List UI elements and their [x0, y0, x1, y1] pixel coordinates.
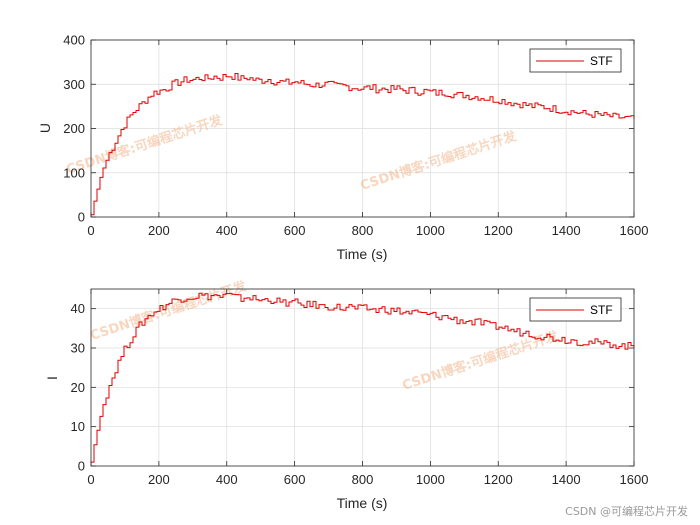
x-tick-label: 800 [352, 472, 374, 487]
x-tick-label: 400 [216, 472, 238, 487]
legend-label-stf: STF [590, 303, 613, 317]
y-tick-labels: 0 100 200 300 400 [63, 33, 85, 225]
x-axis-label: Time (s) [337, 495, 388, 511]
y-tick-label: 20 [71, 380, 85, 395]
x-tick-label: 0 [87, 223, 94, 238]
x-tick-label: 1600 [620, 223, 649, 238]
x-tick-label: 1600 [620, 472, 649, 487]
y-tick-label: 400 [63, 33, 85, 48]
x-tick-label: 1400 [552, 223, 581, 238]
y-tick-label: 100 [63, 165, 85, 180]
x-tick-label: 1200 [484, 472, 513, 487]
x-tick-labels: 0 200 400 600 800 1000 1200 1400 1600 [87, 472, 648, 487]
series-line-stf [91, 292, 635, 463]
x-axis-label: Time (s) [337, 246, 388, 262]
x-tick-label: 400 [216, 223, 238, 238]
y-tick-label: 10 [71, 419, 85, 434]
x-tick-label: 1000 [416, 223, 445, 238]
plot-u: CSDN博客:可编程芯片开发 CSDN博客:可编程芯片开发 0 200 400 600… [37, 33, 648, 263]
y-tick-label: 300 [63, 77, 85, 92]
x-tick-label: 1000 [416, 472, 445, 487]
legend: STF [529, 297, 622, 322]
y-tick-label: 0 [78, 210, 85, 225]
x-tick-label: 600 [284, 223, 306, 238]
y-tick-label: 200 [63, 121, 85, 136]
y-axis-label: I [44, 376, 60, 380]
y-axis-label: U [37, 123, 53, 133]
x-tick-label: 600 [284, 472, 306, 487]
x-tick-labels: 0 200 400 600 800 1000 1200 1400 1600 [87, 223, 648, 238]
x-tick-label: 1200 [484, 223, 513, 238]
plot-i: CSDN博客:可编程芯片开发 CSDN博客:可编程芯片开发 0 200 400 600… [44, 278, 648, 511]
tick-marks [90, 289, 635, 467]
y-tick-labels: 0 10 20 30 40 [71, 301, 85, 473]
y-tick-label: 30 [71, 341, 85, 356]
legend: STF [529, 48, 622, 73]
x-tick-label: 0 [87, 472, 94, 487]
series-line-stf [91, 73, 635, 216]
x-tick-label: 200 [148, 223, 170, 238]
y-tick-label: 40 [71, 301, 85, 316]
tick-marks [90, 39, 635, 218]
x-tick-label: 800 [352, 223, 374, 238]
credit-text: CSDN @可编程芯片开发 [565, 505, 688, 518]
y-tick-label: 0 [78, 459, 85, 474]
x-tick-label: 200 [148, 472, 170, 487]
legend-label-stf: STF [590, 54, 613, 68]
x-tick-label: 1400 [552, 472, 581, 487]
